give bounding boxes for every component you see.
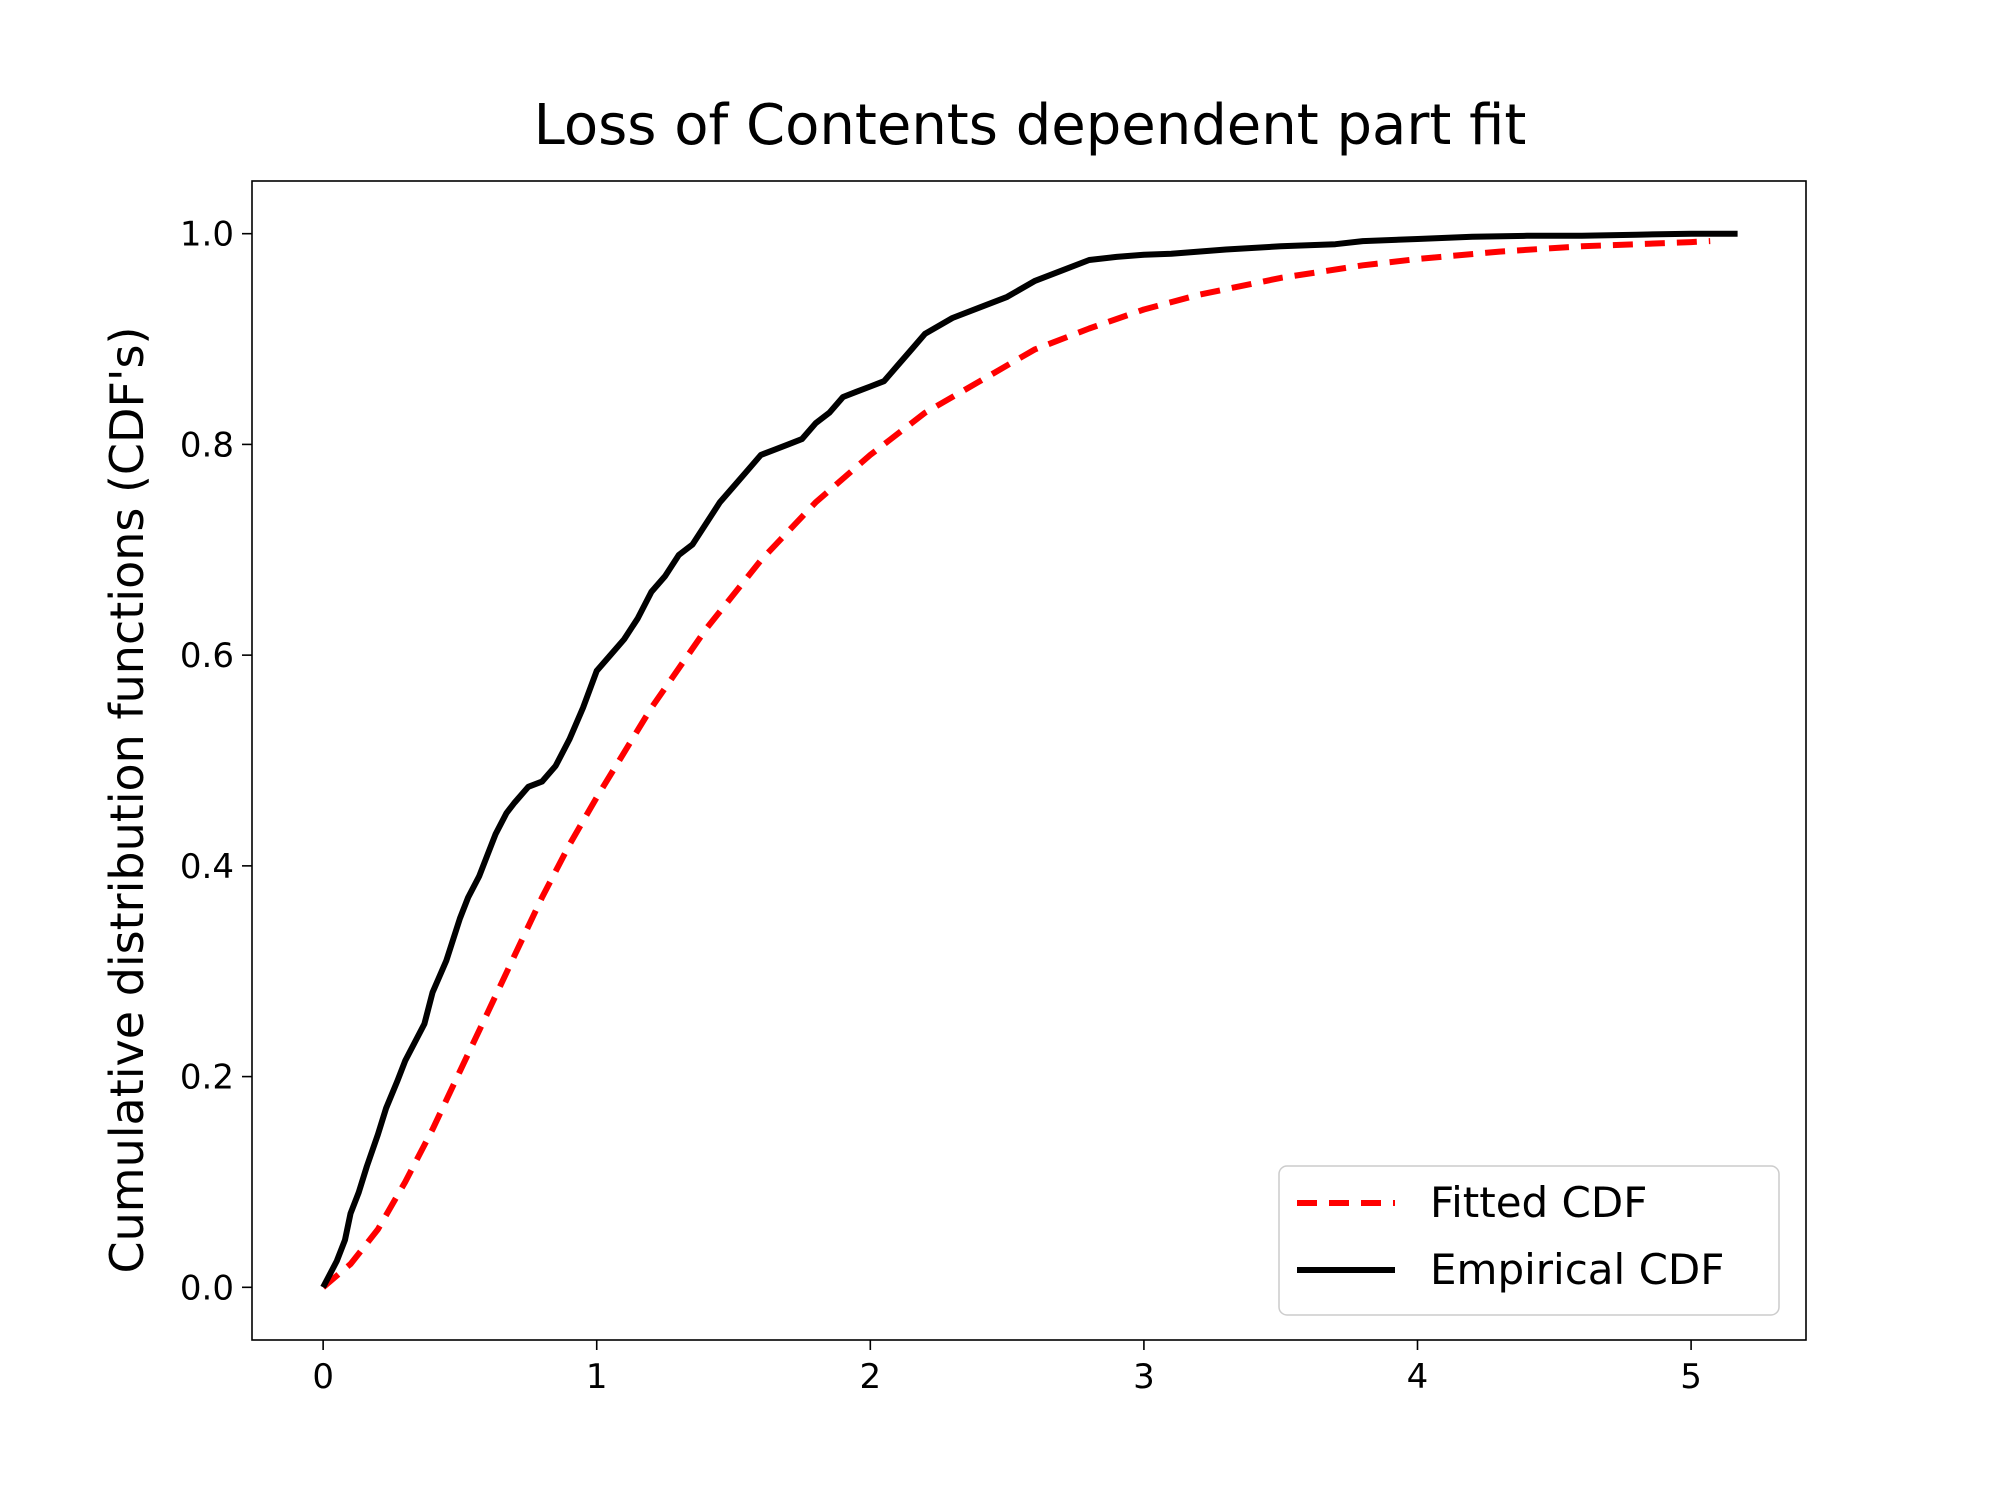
- x-tick-label: 3: [1133, 1357, 1155, 1397]
- legend-label-fitted-cdf: Fitted CDF: [1430, 1178, 1647, 1227]
- y-tick-label: 0.2: [180, 1058, 234, 1098]
- chart-title: Loss of Contents dependent part fit: [534, 93, 1527, 158]
- legend: Fitted CDF Empirical CDF: [1278, 1165, 1780, 1316]
- x-tick-label: 4: [1407, 1357, 1429, 1397]
- legend-label-empirical-cdf: Empirical CDF: [1430, 1245, 1724, 1294]
- y-tick-label: 0.0: [180, 1268, 234, 1308]
- series-line-empirical-cdf: [320, 230, 1738, 1289]
- y-tick-label: 0.4: [180, 847, 234, 887]
- x-tick-label: 0: [312, 1357, 334, 1397]
- legend-frame: [1278, 1165, 1780, 1316]
- x-tick-label: 1: [586, 1357, 608, 1397]
- series-line-fitted-cdf: [321, 238, 1711, 1290]
- series-layer: [320, 230, 1738, 1290]
- y-tick-label: 1.0: [180, 215, 234, 255]
- x-tick-label: 5: [1680, 1357, 1702, 1397]
- y-axis-label: Cumulative distribution functions (CDF's…: [100, 327, 154, 1274]
- x-tick-label: 2: [859, 1357, 881, 1397]
- plot-frame: [251, 180, 1807, 1341]
- y-tick-label: 0.6: [180, 636, 234, 676]
- y-tick-label: 0.8: [180, 425, 234, 465]
- axes-layer: 0 1 2 3 4 5 0.0 0.2 0.4 0.6 0.8 1.0: [180, 180, 1807, 1397]
